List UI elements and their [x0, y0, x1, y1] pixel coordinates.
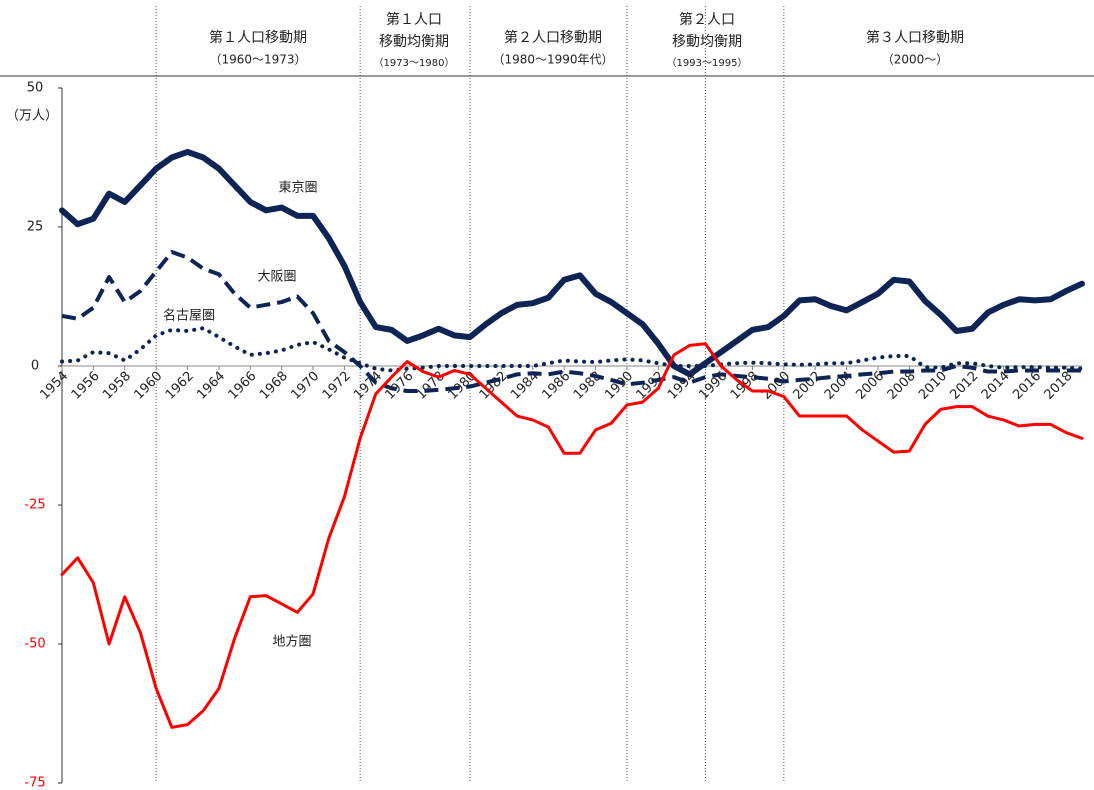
series-label: 地方圏 — [272, 634, 311, 650]
y-tick-label: 50 — [27, 81, 44, 96]
x-tick-label: 2000 — [759, 369, 793, 403]
period-title: 第１人口移動期 — [209, 29, 307, 46]
x-tick-label: 2014 — [979, 369, 1013, 403]
y-axis-label: （万人） — [6, 109, 58, 124]
y-tick-label: 0 — [31, 359, 39, 374]
period-subtitle: （1973〜1980） — [374, 57, 455, 69]
x-tick-label: 1992 — [634, 369, 668, 403]
x-tick-label: 2016 — [1010, 369, 1044, 403]
period-title: 第３人口移動期 — [866, 29, 964, 46]
period-subtitle: （1993〜1995） — [667, 57, 748, 69]
x-tick-label: 1972 — [320, 369, 354, 403]
period-title: 移動均衡期 — [379, 34, 449, 50]
series-line — [60, 326, 1084, 373]
series-line — [59, 148, 1085, 378]
x-tick-label: 1956 — [69, 369, 103, 403]
period-subtitle: （2000〜） — [882, 53, 949, 67]
period-title: 第２人口 — [679, 11, 735, 28]
x-tick-label: 1964 — [194, 369, 228, 403]
y-tick-label: -75 — [24, 776, 45, 790]
x-tick-label: 1968 — [257, 369, 291, 403]
y-tick-label: -25 — [24, 498, 45, 513]
x-tick-label: 2018 — [1042, 369, 1076, 403]
series-line — [60, 342, 1084, 729]
x-tick-label: 2010 — [916, 369, 950, 403]
y-tick-label: 25 — [27, 220, 44, 235]
period-title: 第１人口 — [386, 11, 442, 28]
series-label: 大阪圏 — [257, 270, 296, 285]
series-label: 名古屋圏 — [163, 308, 215, 324]
x-tick-label: 1954 — [37, 369, 71, 403]
period-subtitle: （1980〜1990年代） — [492, 53, 613, 67]
period-title: 第２人口移動期 — [504, 29, 602, 46]
x-tick-label: 1970 — [288, 369, 322, 403]
x-tick-label: 1958 — [100, 369, 134, 403]
x-tick-label: 1960 — [131, 369, 165, 403]
y-tick-label: -50 — [24, 637, 45, 652]
x-tick-label: 1962 — [163, 369, 197, 403]
x-tick-label: 2002 — [791, 369, 825, 403]
x-tick-label: 2012 — [947, 369, 981, 403]
series-line — [61, 250, 1082, 394]
series-label: 東京圏 — [278, 180, 317, 196]
period-subtitle: （1960〜1973） — [209, 53, 306, 67]
x-tick-label: 1966 — [226, 369, 260, 403]
period-title: 移動均衡期 — [672, 34, 742, 50]
